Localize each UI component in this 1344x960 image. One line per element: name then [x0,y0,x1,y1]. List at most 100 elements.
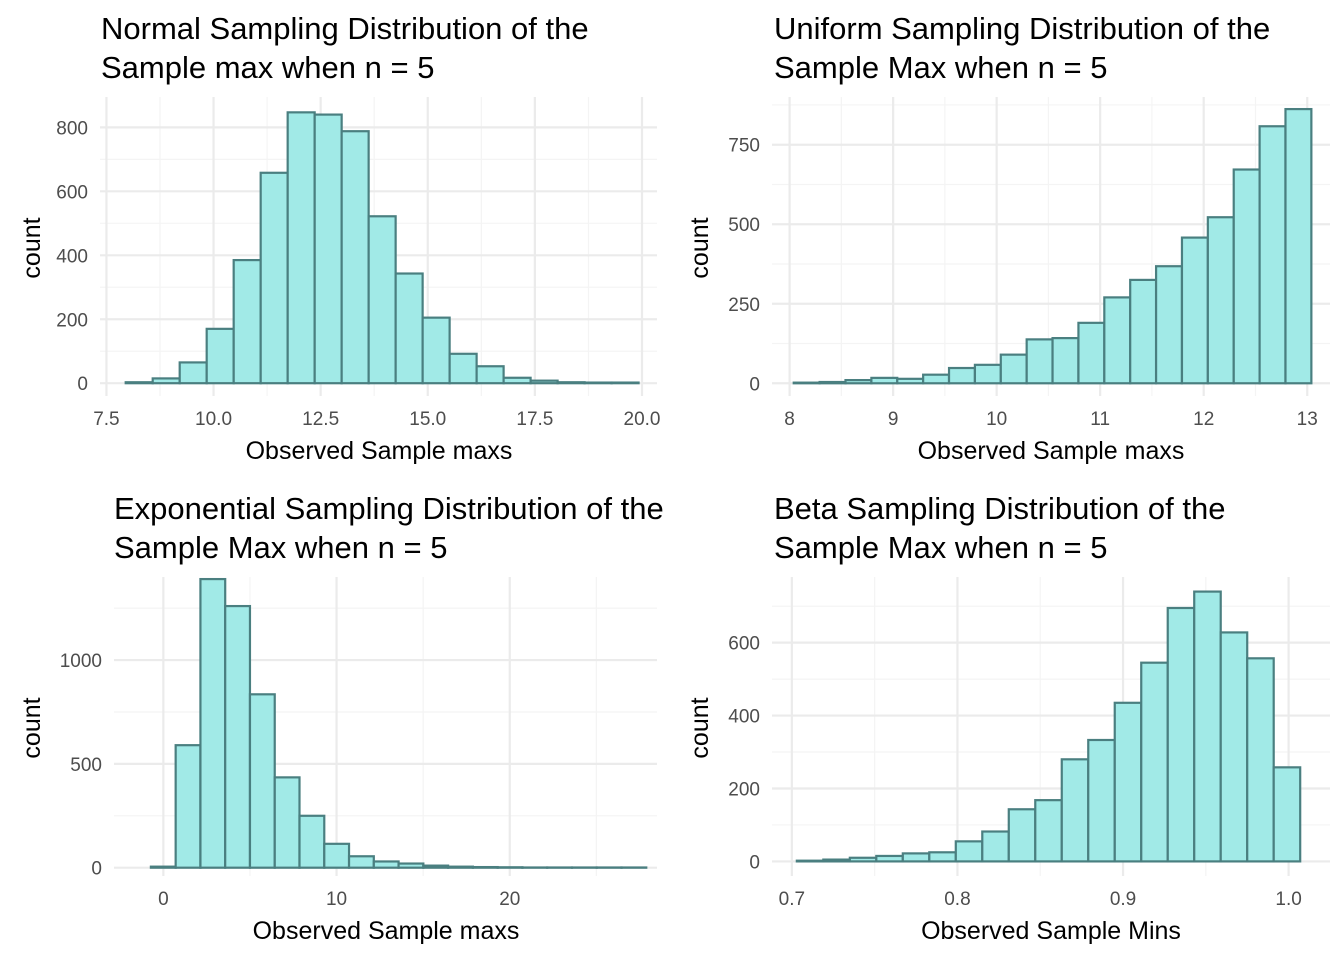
histogram-bar [1007,808,1037,863]
histogram-bar [1087,738,1116,863]
histogram-bar [901,852,931,863]
histogram-bar [1025,338,1054,385]
histogram-bar [529,379,559,385]
y-tick-label: 0 [749,852,760,873]
exponential-max-histogram-panel: 0 500 1000 0 10 20 Exponential Sampling Dist… [18,491,664,945]
histogram-bar [224,604,252,869]
histogram-bar [583,381,613,385]
histogram-bar [896,377,925,385]
x-tick-labels: 7.5 10.0 12.5 15.0 17.5 20.0 [93,409,660,430]
histogram-bar [1272,766,1302,863]
y-tick-label: 600 [728,634,760,655]
histogram-bar [1103,296,1132,385]
histogram-bar [1232,168,1261,385]
histogram-bar [928,851,957,863]
histogram-bar [1166,606,1196,863]
y-tick-label: 400 [56,246,88,267]
histogram-bar [372,860,400,869]
x-tick-label: 10.0 [195,409,232,430]
histogram-bar [1034,799,1063,863]
chart-title-line-1: Normal Sampling Distribution of the [101,11,589,46]
histogram-bar [792,381,821,385]
histogram-bar [1180,236,1209,385]
x-tick-label: 11 [1090,409,1110,430]
histogram-bar [448,352,478,385]
histogram-bar [298,814,326,869]
x-tick-label: 7.5 [93,409,119,430]
histogram-bar [1129,278,1158,385]
histogram-bar [232,258,262,385]
histogram-bar [818,380,847,385]
chart-title-line-2: Sample Max when n = 5 [774,50,1107,85]
y-tick-labels: 0 500 1000 [60,651,102,880]
x-axis-title: Observed Sample maxs [253,917,520,945]
y-tick-label: 200 [56,310,88,331]
x-tick-label: 12.5 [302,409,339,430]
histogram-bar [323,842,351,869]
histogram-bar [1206,216,1235,385]
chart-title-line-1: Exponential Sampling Distribution of the [114,491,664,526]
histogram-bar [149,865,177,869]
histogram-bar [822,858,851,863]
histogram-bar [954,840,984,863]
histogram-bars [124,111,640,385]
histogram-bar [870,376,899,385]
histogram-bar [1060,758,1090,863]
histogram-bar [199,577,227,869]
histogram-bar [273,776,301,869]
x-tick-label: 10 [986,409,1007,430]
histogram-bar [1051,337,1080,385]
uniform-max-histogram-panel: 0 250 500 750 8 9 10 11 12 13 Uniform Sampling D… [686,11,1330,465]
histogram-bar [981,830,1010,863]
histogram-bar [1246,657,1275,863]
histogram-bar [259,171,289,385]
x-tick-label: 20.0 [624,409,661,430]
x-axis-title: Observed Sample maxs [246,437,513,465]
histogram-bar [347,855,375,869]
histogram-bar [922,373,951,385]
histogram-bar [502,376,532,385]
x-tick-label: 9 [888,409,899,430]
histogram-bar [1077,321,1106,385]
histogram-bar [205,327,235,385]
x-tick-label: 0.9 [1110,889,1136,910]
beta-max-histogram-panel: 0 200 400 600 0.7 0.8 0.9 1.0 Beta Sampling Di… [686,491,1330,945]
histogram-bar [1193,590,1222,863]
chart-title-line-2: Sample Max when n = 5 [114,530,447,565]
histogram-bar [178,361,208,385]
x-axis-title: Observed Sample maxs [918,437,1185,465]
y-tick-label: 400 [728,707,760,728]
histogram-bar [422,864,450,869]
histogram-bar [394,272,424,385]
histogram-bar [848,856,878,863]
histogram-bar [471,865,499,869]
histogram-bar [475,365,505,385]
histogram-bar [999,353,1028,385]
y-tick-label: 500 [728,215,760,236]
histogram-bar [973,363,1002,385]
y-tick-label: 600 [56,182,88,203]
x-tick-label: 8 [784,409,795,430]
x-tick-labels: 0 10 20 [158,889,520,910]
x-tick-labels: 8 9 10 11 12 13 [784,409,1317,430]
y-axis-title: count [686,217,714,278]
histogram-bar [421,316,451,385]
chart-title-line-1: Uniform Sampling Distribution of the [774,11,1270,46]
histogram-bar [340,130,370,385]
chart-title-line-2: Sample max when n = 5 [101,50,434,85]
y-tick-label: 0 [91,859,102,880]
y-tick-label: 750 [728,136,760,157]
histogram-bar [313,113,343,385]
chart-title-line-2: Sample Max when n = 5 [774,530,1107,565]
histogram-bar [947,366,977,385]
histogram-bar [1219,631,1249,863]
x-tick-label: 0 [158,889,169,910]
y-tick-label: 500 [70,755,102,776]
histogram-bars [149,577,648,869]
y-tick-label: 0 [749,374,760,395]
histogram-bar [1284,107,1313,385]
y-tick-label: 250 [728,295,760,316]
histogram-bar [174,744,202,869]
histogram-bar [447,865,474,869]
